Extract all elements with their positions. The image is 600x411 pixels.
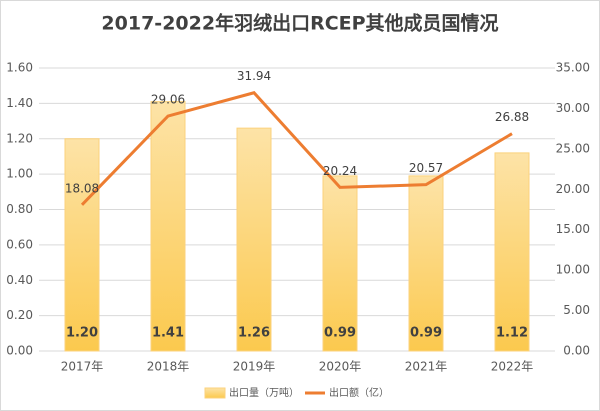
bar-value-label: 1.26 <box>238 326 270 341</box>
bar <box>64 138 100 352</box>
line-value-label: 20.57 <box>409 161 443 175</box>
y-tick-label: 0.20 <box>6 308 33 322</box>
bar <box>408 175 444 352</box>
y2-tick-label: 25.00 <box>556 141 590 155</box>
line <box>80 91 513 206</box>
x-tick-label: 2022年 <box>491 360 534 374</box>
bar-value-label: 0.99 <box>410 326 442 341</box>
y-tick-label: 0.80 <box>6 202 33 216</box>
y2-tick-label: 15.00 <box>556 222 590 236</box>
bar <box>322 175 358 352</box>
y2-tick-label: 0.00 <box>563 344 590 358</box>
bar-value-label: 0.99 <box>324 326 356 341</box>
y-tick-label: 1.40 <box>6 96 33 110</box>
x-tick-label: 2021年 <box>405 360 448 374</box>
x-tick-label: 2019年 <box>233 360 276 374</box>
line-value-label: 20.24 <box>323 164 357 178</box>
y-tick-label: 0.00 <box>6 344 33 358</box>
line-value-label: 18.08 <box>65 181 99 195</box>
chart-title: 2017-2022年羽绒出口RCEP其他成员国情况 <box>101 12 498 35</box>
bar-value-label: 1.20 <box>66 326 98 341</box>
line-value-label: 31.94 <box>237 69 271 83</box>
legend-label: 出口量（万吨） <box>229 386 299 399</box>
y-tick-label: 1.20 <box>6 131 33 145</box>
bar <box>236 127 272 352</box>
bar <box>150 101 186 352</box>
legend-label: 出口额（亿） <box>329 386 389 399</box>
x-tick-label: 2017年 <box>61 360 104 374</box>
x-tick-label: 2018年 <box>147 360 190 374</box>
line-value-label: 29.06 <box>151 93 185 107</box>
y-tick-label: 0.60 <box>6 237 33 251</box>
bar-value-label: 1.41 <box>152 326 184 341</box>
line-value-label: 26.88 <box>495 110 529 124</box>
y2-tick-label: 20.00 <box>556 182 590 196</box>
y2-tick-label: 30.00 <box>556 101 590 115</box>
y-tick-label: 0.40 <box>6 273 33 287</box>
y2-tick-label: 10.00 <box>556 263 590 277</box>
y2-tick-label: 35.00 <box>556 61 590 75</box>
y2-tick-label: 5.00 <box>563 303 590 317</box>
x-tick-label: 2020年 <box>319 360 362 374</box>
y-tick-label: 1.60 <box>6 61 33 75</box>
bar-value-label: 1.12 <box>496 326 528 341</box>
legend-swatch <box>204 387 226 399</box>
y-tick-label: 1.00 <box>6 167 33 181</box>
bar <box>494 152 530 352</box>
